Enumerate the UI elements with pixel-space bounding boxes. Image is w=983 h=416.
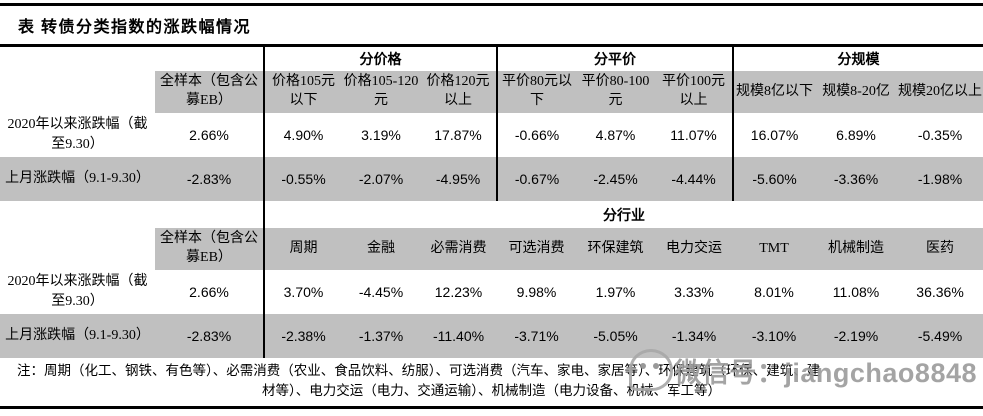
table-cell: 3.33%: [674, 284, 714, 300]
column-header: 价格105元以下: [263, 71, 342, 113]
top-rule: [0, 3, 983, 6]
empty-cell: [0, 228, 155, 270]
table-cell: 9.98%: [516, 284, 557, 300]
table-cell: -11.40%: [420, 314, 498, 358]
empty-cell: [0, 71, 155, 113]
table-cell: -0.35%: [917, 127, 963, 143]
table-cell: -4.44%: [655, 157, 734, 201]
row-label: 上月涨跌幅（9.1-9.30）: [0, 157, 155, 201]
row-label: 2020年以来涨跌幅（截至9.30）: [7, 116, 148, 152]
table-cell: 11.08%: [832, 284, 880, 300]
table-cell: -0.66%: [496, 113, 577, 157]
section1-group-header-row: 分价格 分平价 分规模: [0, 45, 983, 72]
row-label: 2020年以来涨跌幅（截至9.30）: [7, 273, 148, 309]
table-cell: -2.45%: [576, 157, 656, 201]
column-header: 机械制造: [815, 228, 898, 270]
empty-cell: [0, 201, 264, 228]
table-cell: -0.55%: [263, 157, 342, 201]
table-row-lastmonth-section2: 上月涨跌幅（9.1-9.30） -2.83% -2.38% -1.37% -11…: [0, 314, 983, 358]
footnote: 注：周期（化工、钢铁、有色等）、必需消费（农业、食品饮料、纺服）、可选消费（汽车…: [0, 361, 983, 402]
table-cell: 8.01%: [754, 284, 794, 300]
table-row-ytd-section2: 2020年以来涨跌幅（截至9.30） 2.66% 3.70% -4.45% 12…: [0, 270, 983, 314]
table-cell: -5.49%: [897, 314, 983, 358]
column-header: 规模20亿以上: [897, 71, 983, 113]
table-cell: 3.70%: [263, 270, 342, 314]
section2-group-header-row: 分行业: [0, 201, 983, 228]
group-header-parity: 分平价: [496, 45, 734, 71]
table-title: 表 转债分类指数的涨跌幅情况: [18, 19, 252, 36]
group-header-size: 分规模: [732, 45, 983, 71]
column-header: 规模8亿以下: [732, 71, 816, 113]
section2-subheader-row: 全样本（包含公募EB） 周期 金融 必需消费 可选消费 环保建筑 电力交运 TM…: [0, 228, 983, 270]
empty-cell: [0, 46, 264, 72]
column-header-sample: 全样本（包含公募EB）: [155, 228, 264, 270]
column-header: 医药: [897, 228, 983, 270]
column-header: 价格105-120元: [342, 71, 420, 113]
table-cell: 11.07%: [670, 127, 717, 143]
table-row-ytd-section1: 2020年以来涨跌幅（截至9.30） 2.66% 4.90% 3.19% 17.…: [0, 113, 983, 157]
table-cell: 4.87%: [595, 127, 636, 143]
table-cell: 4.90%: [263, 113, 342, 157]
column-header: TMT: [733, 228, 816, 270]
column-header: 规模8-20亿: [815, 71, 898, 113]
column-header: 平价80-100元: [576, 71, 656, 113]
table-cell: -3.36%: [815, 157, 898, 201]
column-header: 周期: [263, 228, 342, 270]
table-cell: 16.07%: [732, 113, 816, 157]
table-cell: 3.19%: [361, 127, 401, 143]
table-cell: -2.83%: [155, 157, 264, 201]
column-header-sample: 全样本（包含公募EB）: [155, 71, 264, 113]
table-cell: 36.36%: [916, 284, 964, 300]
column-header: 电力交运: [655, 228, 734, 270]
source-line: 资料来源：Wind，海通证券研究所: [0, 409, 983, 416]
section1-subheader-row: 全样本（包含公募EB） 价格105元以下 价格105-120元 价格120元以上…: [0, 71, 983, 113]
table-cell: -1.34%: [655, 314, 734, 358]
group-header-price: 分价格: [262, 45, 498, 71]
column-header: 金融: [342, 228, 420, 270]
table-cell: 2.66%: [189, 127, 229, 143]
footnote-line-2: 材等）、电力交运（电力、交通运输）、机械制造（电力设备、机械、军工等）: [262, 383, 721, 399]
classification-table: 分价格 分平价 分规模 全样本（包含公募EB） 价格105元以下 价格105-1…: [0, 44, 983, 358]
column-header: 必需消费: [420, 228, 498, 270]
table-cell: -4.95%: [420, 157, 498, 201]
table-cell: -1.37%: [342, 314, 420, 358]
column-header: 价格120元以上: [420, 71, 498, 113]
group-header-industry: 分行业: [262, 201, 983, 228]
table-cell: -5.05%: [576, 314, 656, 358]
table-cell: -2.07%: [342, 157, 420, 201]
table-cell: 2.66%: [189, 284, 229, 300]
table-cell: 1.97%: [595, 284, 636, 300]
row-label: 上月涨跌幅（9.1-9.30）: [0, 314, 155, 358]
table-cell: -1.98%: [897, 157, 983, 201]
column-header: 平价80元以下: [496, 71, 577, 113]
table-row-lastmonth-section1: 上月涨跌幅（9.1-9.30） -2.83% -0.55% -2.07% -4.…: [0, 157, 983, 201]
table-cell: -2.83%: [155, 314, 264, 358]
column-header: 环保建筑: [576, 228, 656, 270]
table-cell: -5.60%: [732, 157, 816, 201]
table-cell: -3.71%: [497, 314, 577, 358]
table-cell: -3.10%: [733, 314, 816, 358]
table-cell: -2.19%: [815, 314, 898, 358]
table-cell: 17.87%: [434, 127, 482, 143]
table-cell: -2.38%: [263, 314, 342, 358]
table-cell: 12.23%: [434, 284, 483, 300]
column-header: 平价100元以上: [655, 71, 734, 113]
bottom-rule: [0, 405, 983, 409]
table-cell: 6.89%: [836, 127, 876, 143]
footnote-line-1: 注：周期（化工、钢铁、有色等）、必需消费（农业、食品饮料、纺服）、可选消费（汽车…: [17, 363, 821, 378]
column-header: 可选消费: [497, 228, 577, 270]
table-cell: -0.67%: [496, 157, 577, 201]
table-cell: -4.45%: [358, 284, 404, 300]
